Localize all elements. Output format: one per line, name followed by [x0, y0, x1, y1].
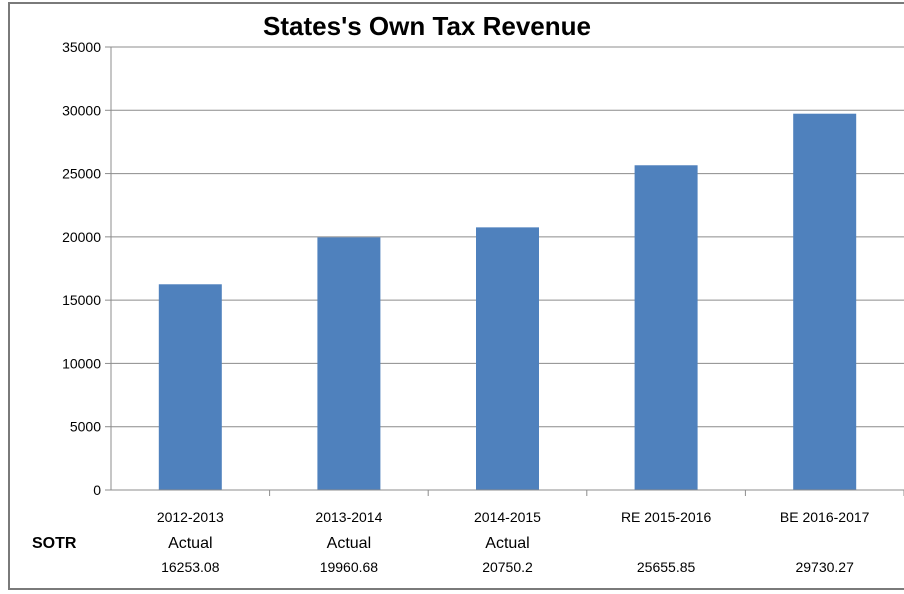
x-tick-label: BE 2016-2017: [780, 509, 870, 525]
data-value-label: 29730.27: [795, 559, 854, 575]
bar: [793, 113, 857, 491]
category-sublabel: Actual: [168, 535, 212, 552]
x-tick-label: 2012-2013: [157, 509, 224, 525]
data-value-label: 20750.2: [482, 559, 533, 575]
x-tick-label: 2014-2015: [474, 509, 541, 525]
y-tick-label: 0: [93, 482, 101, 498]
data-value-label: 19960.68: [320, 559, 379, 575]
y-tick-label: 25000: [62, 166, 101, 182]
y-tick-label: 15000: [62, 292, 101, 308]
y-tick-label: 10000: [62, 355, 101, 371]
y-axis: 0 5000 10000 15000 20000 25000 30000 35000: [62, 39, 112, 498]
x-tick-label: 2013-2014: [315, 509, 382, 525]
bar: [476, 227, 539, 490]
bars: [158, 113, 857, 491]
row-label: SOTR: [32, 535, 77, 552]
x-tick-label: RE 2015-2016: [621, 509, 712, 525]
data-value-label: 25655.85: [637, 559, 696, 575]
data-value-label: 16253.08: [161, 559, 220, 575]
chart-title: States's Own Tax Revenue: [263, 11, 591, 41]
y-tick-label: 35000: [62, 39, 101, 55]
y-tick-label: 5000: [70, 419, 101, 435]
y-tick-label: 20000: [62, 229, 101, 245]
bar: [158, 284, 222, 490]
chart-frame: [8, 2, 904, 590]
category-sublabel: Actual: [485, 535, 529, 552]
x-axis: 2012-2013 Actual 16253.08 2013-2014 Actual 19…: [111, 489, 904, 575]
category-sublabel: Actual: [327, 535, 371, 552]
bar: [634, 165, 698, 490]
y-tick-label: 30000: [62, 102, 101, 118]
bar: [317, 237, 381, 490]
